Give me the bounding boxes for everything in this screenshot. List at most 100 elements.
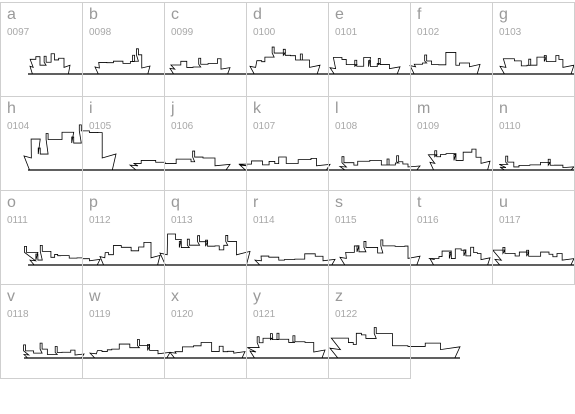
ship-outline bbox=[247, 332, 326, 359]
ship-outline bbox=[88, 339, 171, 359]
ship-outline bbox=[99, 241, 161, 266]
glyph-letter: n bbox=[499, 100, 508, 117]
glyph-cell: n 0110 bbox=[492, 96, 575, 191]
ship-outline bbox=[499, 155, 575, 171]
glyph-code: 0115 bbox=[335, 215, 357, 226]
glyph-code: 0101 bbox=[335, 27, 358, 38]
glyph-letter: o bbox=[7, 194, 16, 211]
glyph-code: 0118 bbox=[7, 309, 29, 320]
glyph-letter: v bbox=[7, 288, 15, 305]
glyph-cell: h 0104 bbox=[0, 96, 83, 191]
glyph-cell: d 0100 bbox=[246, 2, 329, 97]
ship-outline bbox=[339, 239, 421, 266]
ship-outline bbox=[24, 244, 101, 266]
glyph-letter: d bbox=[253, 6, 262, 23]
ship-outline bbox=[249, 46, 321, 75]
glyph-letter: m bbox=[417, 100, 431, 117]
glyph-letter: z bbox=[335, 288, 343, 305]
glyph-letter: r bbox=[253, 194, 259, 211]
glyph-cell: l 0108 bbox=[328, 96, 411, 191]
glyph-code: 0119 bbox=[89, 309, 111, 320]
glyph-letter: l bbox=[335, 100, 339, 117]
glyph-code: 0111 bbox=[7, 215, 28, 226]
glyph-cell: a 0097 bbox=[0, 2, 83, 97]
glyph-letter: p bbox=[89, 194, 98, 211]
glyph-cell: t 0116 bbox=[410, 190, 493, 285]
glyph-code: 0103 bbox=[499, 27, 522, 38]
glyph-cell: q 0113 bbox=[164, 190, 247, 285]
glyph-code: 0120 bbox=[171, 309, 194, 320]
glyph-cell: x 0120 bbox=[164, 284, 247, 379]
glyph-cell: f 0102 bbox=[410, 2, 493, 97]
glyph-code: 0109 bbox=[417, 121, 440, 132]
glyph-cell: y 0121 bbox=[246, 284, 329, 379]
glyph-code: 0113 bbox=[171, 215, 193, 226]
ship-outline bbox=[128, 150, 231, 171]
glyph-letter: i bbox=[89, 100, 93, 117]
glyph-letter: x bbox=[171, 288, 179, 305]
glyph-cell: e 0101 bbox=[328, 2, 411, 97]
glyph-code: 0105 bbox=[89, 121, 112, 132]
glyph-letter: s bbox=[335, 194, 343, 211]
ship-outline bbox=[428, 246, 491, 266]
glyph-code: 0117 bbox=[499, 215, 521, 226]
glyph-code: 0106 bbox=[171, 121, 194, 132]
ship-outline bbox=[23, 124, 117, 171]
glyph-cell: g 0103 bbox=[492, 2, 575, 97]
glyph-cell: c 0099 bbox=[164, 2, 247, 97]
glyph-cell: p 0112 bbox=[82, 190, 165, 285]
glyph-letter: u bbox=[499, 194, 508, 211]
glyph-letter: h bbox=[7, 100, 16, 117]
glyph-letter: c bbox=[171, 6, 179, 23]
glyph-code: 0122 bbox=[335, 309, 358, 320]
glyph-letter: q bbox=[171, 194, 180, 211]
ship-outline bbox=[94, 48, 151, 75]
glyph-cell: i 0105 bbox=[82, 96, 165, 191]
ship-outline bbox=[427, 148, 491, 171]
ship-outline bbox=[253, 253, 336, 266]
glyph-cell: u 0117 bbox=[492, 190, 575, 285]
glyph-letter: g bbox=[499, 6, 508, 23]
glyph-code: 0110 bbox=[499, 121, 521, 132]
glyph-letter: k bbox=[253, 100, 261, 117]
ship-outline bbox=[22, 342, 85, 359]
glyph-cell: b 0098 bbox=[82, 2, 165, 97]
glyph-cell: j 0106 bbox=[164, 96, 247, 191]
glyph-cell: z 0122 bbox=[328, 284, 411, 379]
glyph-letter: e bbox=[335, 6, 344, 23]
glyph-letter: f bbox=[417, 6, 422, 23]
glyph-code: 0102 bbox=[417, 27, 440, 38]
ship-outline bbox=[169, 342, 246, 359]
ship-outline bbox=[409, 52, 481, 75]
glyph-code: 0112 bbox=[89, 215, 111, 226]
glyph-code: 0116 bbox=[417, 215, 439, 226]
ship-outline bbox=[329, 327, 461, 359]
ship-outline bbox=[491, 246, 575, 266]
glyph-code: 0114 bbox=[253, 215, 275, 226]
ship-outline bbox=[169, 57, 231, 75]
glyph-cell: m 0109 bbox=[410, 96, 493, 191]
ship-outline bbox=[29, 53, 71, 75]
glyph-letter: y bbox=[253, 288, 261, 305]
ship-outline bbox=[238, 156, 331, 171]
glyph-cell: k 0107 bbox=[246, 96, 329, 191]
glyph-code: 0100 bbox=[253, 27, 276, 38]
glyph-code: 0098 bbox=[89, 27, 112, 38]
glyph-letter: t bbox=[417, 194, 422, 211]
glyph-letter: b bbox=[89, 6, 98, 23]
glyph-code: 0121 bbox=[253, 309, 276, 320]
glyph-code: 0104 bbox=[7, 121, 30, 132]
glyph-cell: w 0119 bbox=[82, 284, 165, 379]
ship-outline bbox=[338, 155, 421, 171]
glyph-code: 0099 bbox=[171, 27, 194, 38]
glyph-cell: o 0111 bbox=[0, 190, 83, 285]
glyph-letter: a bbox=[7, 6, 16, 23]
ship-outline bbox=[329, 57, 401, 75]
glyph-code: 0108 bbox=[335, 121, 358, 132]
ship-outline bbox=[499, 55, 575, 75]
glyph-cell: s 0115 bbox=[328, 190, 411, 285]
glyph-code: 0097 bbox=[7, 27, 30, 38]
ship-outline bbox=[159, 233, 251, 266]
